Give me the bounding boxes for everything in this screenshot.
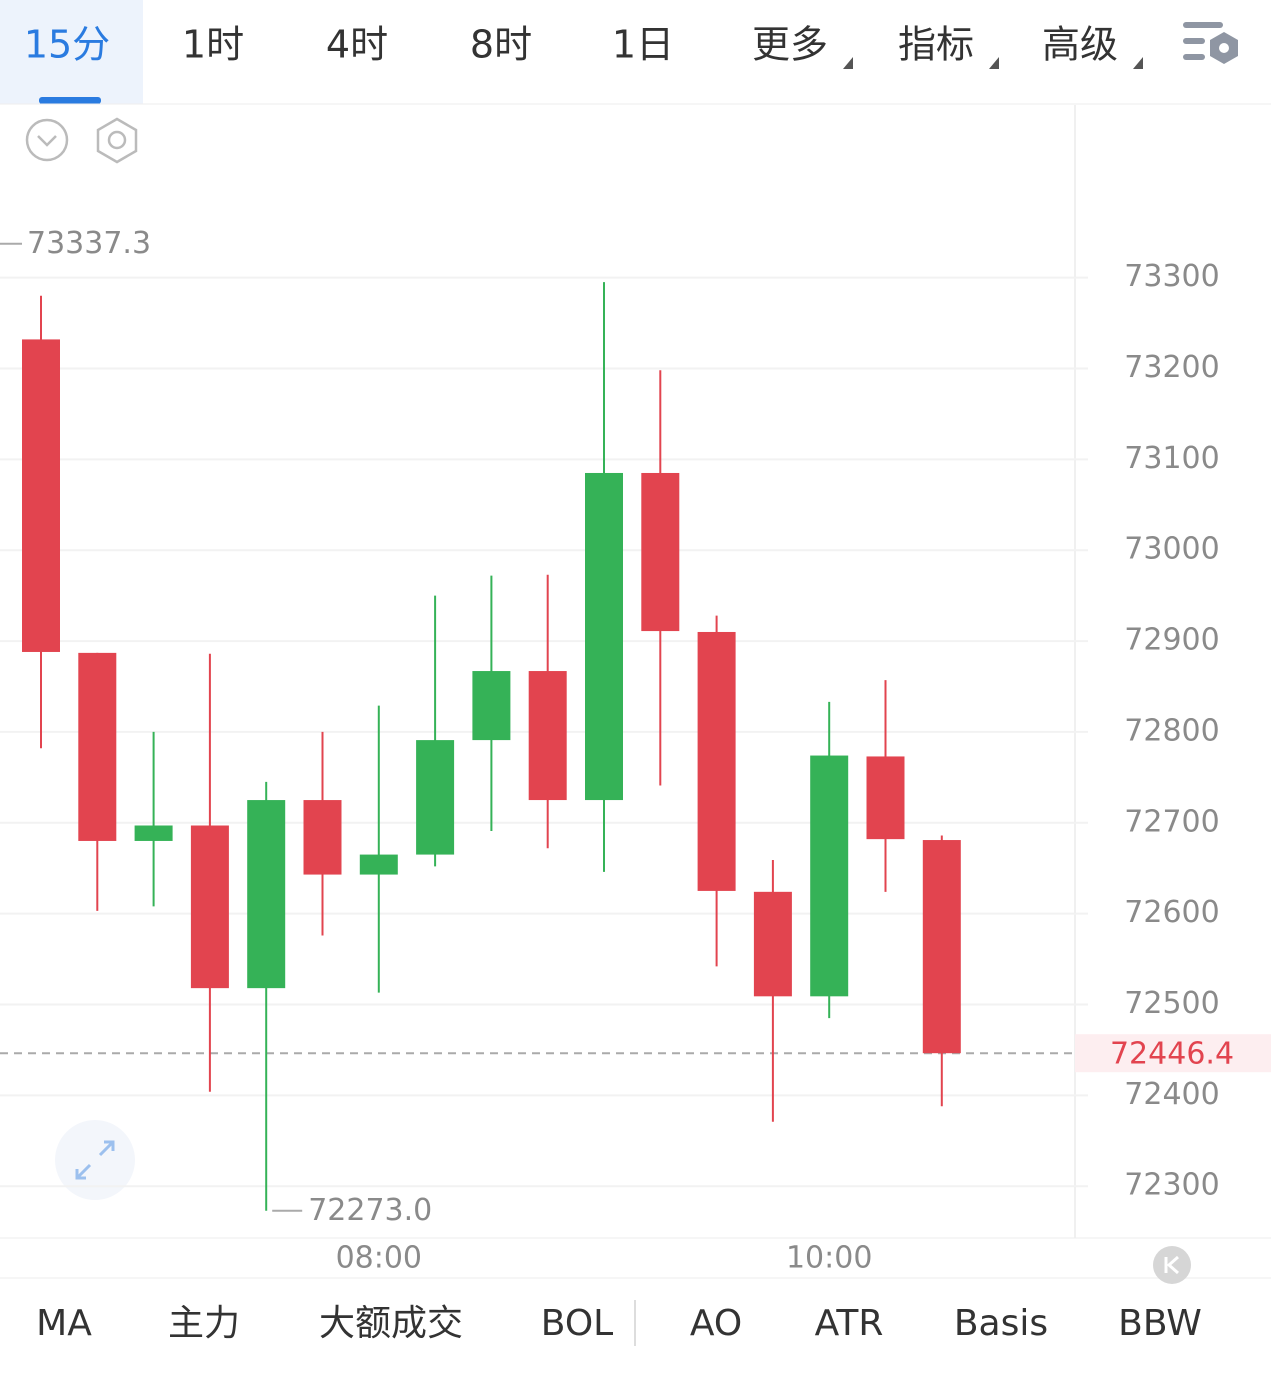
y-tick-label: 73200 xyxy=(1124,350,1219,385)
indicator-tab[interactable]: BBW xyxy=(1118,1303,1202,1344)
y-tick-label: 72800 xyxy=(1124,713,1219,748)
min-label: 72273.0 xyxy=(308,1193,432,1228)
candle-body xyxy=(641,472,680,632)
indicator-tab[interactable]: AO xyxy=(690,1303,742,1344)
candle-body xyxy=(416,740,455,855)
y-tick-label: 72900 xyxy=(1124,623,1219,658)
timeframe-tab[interactable]: 更多 xyxy=(752,23,828,67)
expand-button[interactable] xyxy=(55,1120,135,1200)
dropdown-arrow xyxy=(989,57,999,69)
indicator-tab[interactable]: 主力 xyxy=(168,1303,240,1344)
x-tick-label: 08:00 xyxy=(336,1241,422,1276)
dropdown-arrow xyxy=(1133,57,1143,69)
last-price-bg xyxy=(1075,1034,1271,1073)
candle-body xyxy=(303,800,342,875)
active-tab-bg xyxy=(0,0,143,104)
candle-body xyxy=(697,631,736,891)
candle-body xyxy=(134,825,173,841)
timeframe-tab[interactable]: 15分 xyxy=(24,23,110,67)
last-price-label: 72446.4 xyxy=(1110,1037,1234,1072)
timeframe-tab[interactable]: 1日 xyxy=(612,23,674,67)
candle-body xyxy=(78,652,117,841)
active-tab-indicator xyxy=(39,97,101,104)
candle-body xyxy=(866,756,905,840)
y-tick-label: 72500 xyxy=(1124,986,1219,1021)
candle-body xyxy=(810,755,849,997)
candle-body xyxy=(247,800,286,989)
timeframe-tab[interactable]: 4时 xyxy=(326,23,388,67)
candle-body xyxy=(753,891,792,997)
indicator-tab[interactable]: BOL xyxy=(541,1303,613,1344)
candle-body xyxy=(528,671,567,801)
candle-body xyxy=(359,854,398,875)
indicator-tab[interactable]: ATR xyxy=(815,1303,884,1344)
timeframe-tab[interactable]: 1时 xyxy=(182,23,244,67)
y-tick-label: 72700 xyxy=(1124,804,1219,839)
y-tick-label: 72300 xyxy=(1124,1168,1219,1203)
indicator-tab[interactable]: MA xyxy=(36,1303,92,1344)
candle-body xyxy=(922,840,961,1054)
candle-body xyxy=(472,671,511,741)
y-tick-label: 73100 xyxy=(1124,441,1219,476)
timeframe-tab[interactable]: 指标 xyxy=(898,23,974,67)
dropdown-arrow xyxy=(843,57,853,69)
settings-icon[interactable] xyxy=(1183,22,1238,64)
y-tick-label: 72600 xyxy=(1124,895,1219,930)
max-label: 73337.3 xyxy=(27,226,151,261)
candle-body xyxy=(585,472,623,801)
x-tick-label: 10:00 xyxy=(786,1241,872,1276)
collapse-icon[interactable] xyxy=(25,118,69,162)
timeframe-tab[interactable]: 8时 xyxy=(470,23,532,67)
candle-body xyxy=(22,339,60,652)
scroll-latest-button[interactable] xyxy=(1153,1246,1191,1284)
timeframe-tab[interactable]: 高级 xyxy=(1042,23,1118,67)
candle-body xyxy=(190,825,229,989)
y-tick-label: 72400 xyxy=(1124,1077,1219,1112)
settings-hex-icon[interactable] xyxy=(96,117,138,164)
indicator-tab[interactable]: 大额成交 xyxy=(319,1303,463,1344)
indicator-tab[interactable]: Basis xyxy=(954,1303,1048,1344)
y-tick-label: 73000 xyxy=(1124,532,1219,567)
y-tick-label: 73300 xyxy=(1124,259,1219,294)
